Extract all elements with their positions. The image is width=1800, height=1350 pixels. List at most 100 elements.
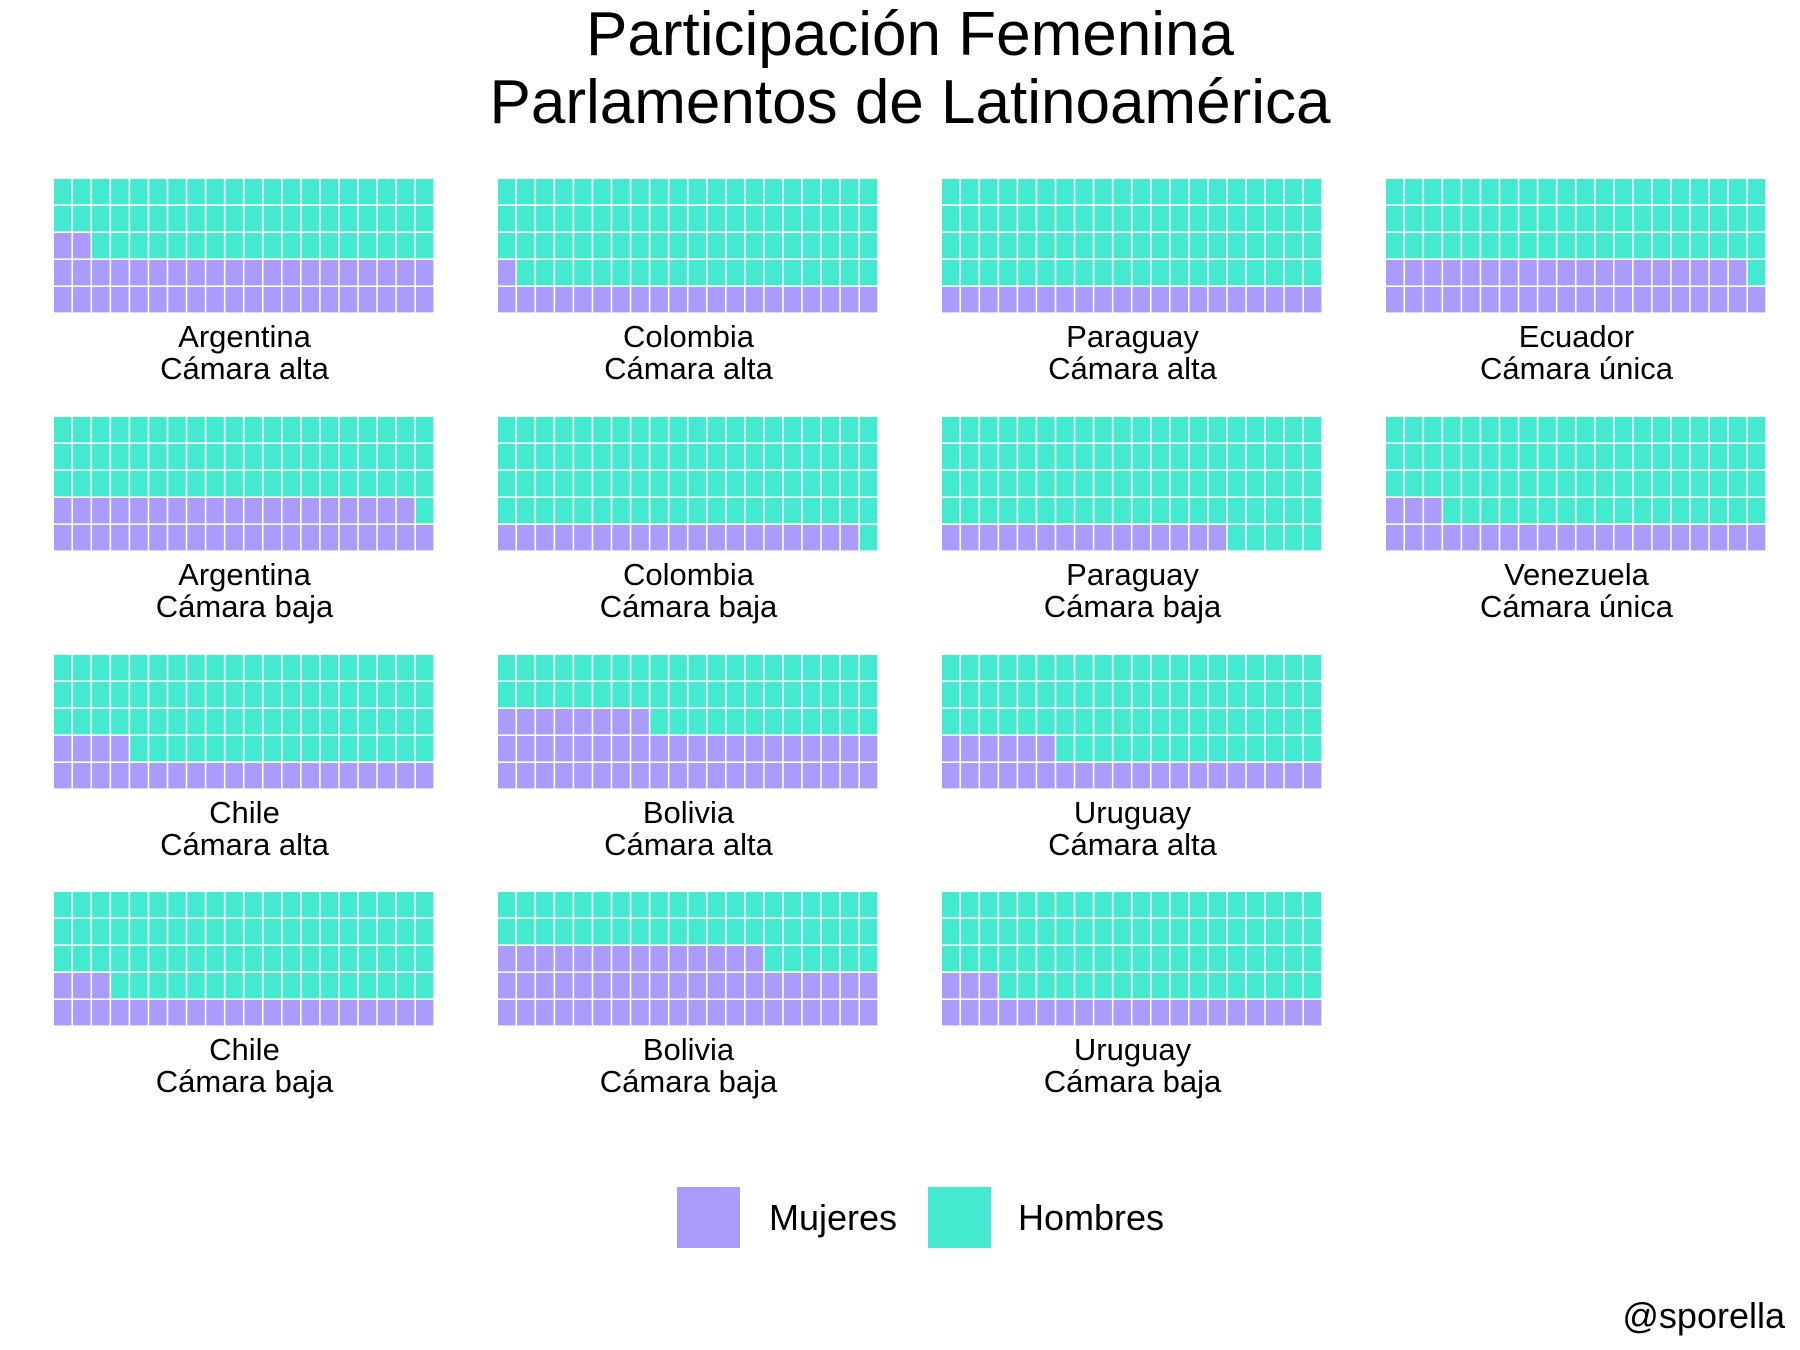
waffle-cell-hombres (1246, 260, 1265, 286)
waffle-cell-mujeres (187, 287, 205, 313)
waffle-cell-mujeres (764, 525, 783, 551)
waffle-cell-mujeres (669, 763, 687, 789)
waffle-cell-mujeres (612, 1000, 630, 1026)
waffle-cell-hombres (54, 919, 72, 945)
waffle-cell-hombres (339, 736, 358, 762)
waffle-cell-hombres (244, 179, 262, 205)
waffle-cell-hombres (1443, 233, 1461, 259)
waffle-cell-mujeres (130, 763, 148, 789)
waffle-cell-hombres (1075, 736, 1093, 762)
waffle-cell-mujeres (612, 946, 630, 972)
waffle-cell-hombres (1538, 498, 1556, 524)
waffle-cell-mujeres (206, 763, 224, 789)
waffle-cell-mujeres (517, 946, 535, 972)
waffle-cell-hombres (688, 655, 706, 681)
waffle-cell-hombres (631, 417, 649, 443)
waffle-cell-mujeres (320, 260, 339, 286)
waffle-cell-hombres (377, 682, 396, 708)
waffle-cell-hombres (1151, 260, 1169, 286)
waffle-cell-mujeres (377, 763, 396, 789)
waffle-cell-hombres (1094, 179, 1112, 205)
waffle-cell-hombres (1246, 179, 1265, 205)
waffle-cell-hombres (783, 471, 802, 497)
waffle-cell-hombres (1056, 498, 1074, 524)
waffle-cell-mujeres (282, 498, 301, 524)
waffle-cell-hombres (1151, 973, 1169, 999)
waffle-cell-hombres (688, 919, 706, 945)
waffle-cell-hombres (764, 682, 783, 708)
waffle-cell-hombres (840, 233, 859, 259)
waffle-cell-mujeres (1652, 260, 1671, 286)
waffle-cell-hombres (999, 655, 1017, 681)
waffle-cell-hombres (593, 233, 611, 259)
waffle-cell-hombres (745, 682, 764, 708)
waffle-cell-mujeres (745, 973, 764, 999)
waffle-cell-hombres (517, 417, 535, 443)
waffle-cell-hombres (783, 498, 802, 524)
waffle-cell-hombres (301, 682, 320, 708)
waffle-cell-mujeres (320, 287, 339, 313)
waffle-cell-hombres (1132, 417, 1150, 443)
waffle-cell-hombres (73, 946, 91, 972)
waffle-cell-mujeres (688, 287, 706, 313)
waffle-cell-hombres (745, 233, 764, 259)
waffle-cell-hombres (149, 233, 167, 259)
waffle-cell-mujeres (821, 525, 840, 551)
waffle-cell-mujeres (130, 287, 148, 313)
waffle-cell-hombres (130, 233, 148, 259)
panel-country-label: Uruguay (1074, 795, 1192, 830)
waffle-cell-mujeres (1709, 525, 1728, 551)
waffle-cell-hombres (1075, 417, 1093, 443)
waffle-cell-hombres (1170, 471, 1189, 497)
waffle-cell-mujeres (1303, 1000, 1322, 1026)
waffle-cell-hombres (1424, 417, 1442, 443)
waffle-cell-hombres (1018, 417, 1036, 443)
waffle-cell-mujeres (1037, 763, 1055, 789)
waffle-cell-hombres (1709, 444, 1728, 470)
waffle-cell-hombres (358, 892, 377, 918)
waffle-cell-hombres (358, 206, 377, 232)
waffle-cell-hombres (1113, 260, 1131, 286)
waffle-cell-hombres (999, 682, 1017, 708)
waffle-cell-hombres (1481, 233, 1499, 259)
waffle-cell-hombres (555, 233, 573, 259)
waffle-cell-hombres (1037, 655, 1055, 681)
waffle-cell-hombres (688, 179, 706, 205)
waffle-cell-hombres (840, 260, 859, 286)
waffle-cell-hombres (1037, 417, 1055, 443)
waffle-cell-hombres (1303, 525, 1322, 551)
waffle-cell-mujeres (73, 1000, 91, 1026)
waffle-cell-hombres (377, 892, 396, 918)
waffle-cell-hombres (574, 444, 592, 470)
waffle-cell-hombres (1113, 417, 1131, 443)
waffle-cell-hombres (669, 206, 687, 232)
waffle-cell-hombres (821, 892, 840, 918)
waffle-cell-hombres (263, 946, 281, 972)
waffle-cell-hombres (1018, 946, 1036, 972)
waffle-cell-hombres (555, 179, 573, 205)
waffle-cell-hombres (244, 736, 262, 762)
waffle-cell-hombres (631, 260, 649, 286)
waffle-cell-hombres (92, 206, 110, 232)
waffle-cell-hombres (130, 682, 148, 708)
waffle-cell-hombres (859, 417, 878, 443)
waffle-cell-hombres (1246, 655, 1265, 681)
waffle-cell-hombres (726, 498, 745, 524)
waffle-cell-hombres (1747, 417, 1766, 443)
waffle-cell-hombres (783, 179, 802, 205)
waffle-cell-mujeres (707, 736, 725, 762)
waffle-cell-hombres (1690, 417, 1709, 443)
waffle-cell-hombres (1284, 655, 1303, 681)
waffle-cell-hombres (688, 417, 706, 443)
waffle-cell-hombres (1614, 206, 1633, 232)
waffle-cell-hombres (415, 973, 434, 999)
waffle-cell-hombres (1747, 498, 1766, 524)
waffle-cell-mujeres (536, 287, 554, 313)
waffle-cell-mujeres (1284, 287, 1303, 313)
waffle-cell-hombres (92, 444, 110, 470)
waffle-cell-hombres (942, 233, 960, 259)
waffle-cell-hombres (1671, 233, 1690, 259)
waffle-cell-hombres (377, 655, 396, 681)
waffle-cell-hombres (999, 919, 1017, 945)
waffle-cell-mujeres (980, 736, 998, 762)
